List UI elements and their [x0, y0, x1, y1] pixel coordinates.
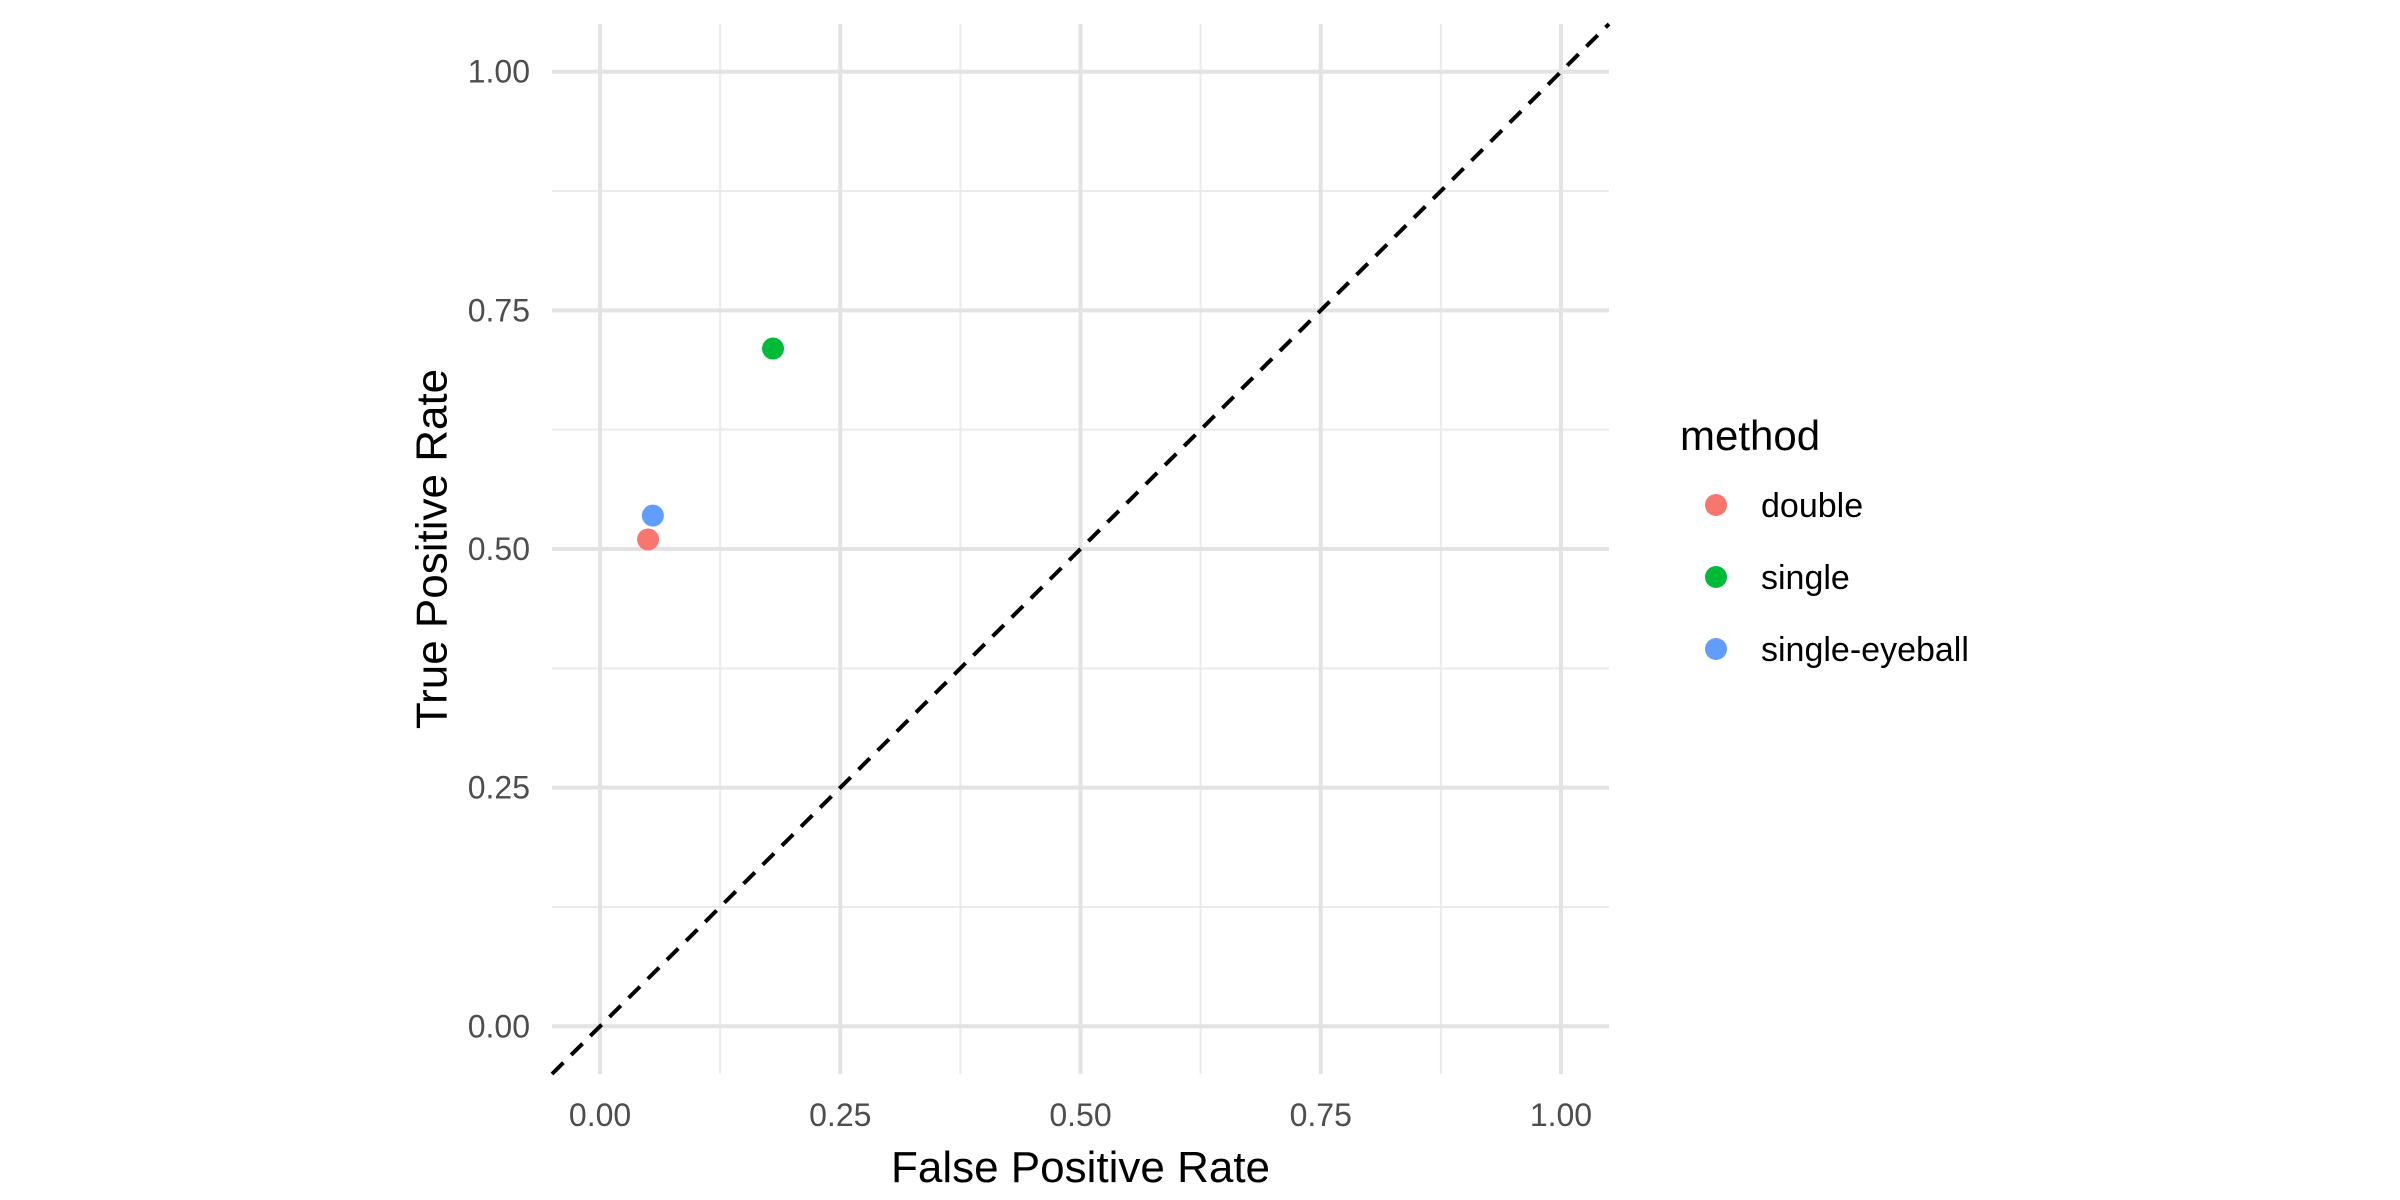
y-tick-label: 0.50: [468, 531, 530, 567]
x-tick-label: 0.00: [569, 1097, 631, 1133]
x-tick-label: 0.75: [1290, 1097, 1352, 1133]
x-tick-label: 0.25: [809, 1097, 871, 1133]
data-point-single: [762, 337, 785, 360]
legend-key-single-eyeball: [1705, 638, 1727, 660]
legend-items: double single single-eyeball: [1705, 487, 1969, 669]
legend-key-double: [1705, 494, 1727, 516]
data-point-double: [637, 528, 660, 551]
y-tick-label: 0.00: [468, 1008, 530, 1044]
y-tick-label: 0.25: [468, 770, 530, 806]
y-tick-label: 0.75: [468, 292, 530, 328]
y-axis-tick-labels: 0.00 0.25 0.50 0.75 1.00: [468, 54, 530, 1045]
x-axis-title: False Positive Rate: [891, 1143, 1270, 1192]
legend-title: method: [1680, 412, 1820, 459]
legend: method double single single-eyeball: [1680, 412, 1969, 669]
reference-diagonal-line: [550, 22, 1611, 1076]
legend-label-double: double: [1761, 487, 1863, 525]
x-axis-tick-labels: 0.00 0.25 0.50 0.75 1.00: [569, 1097, 1592, 1133]
y-axis-title: True Positive Rate: [408, 369, 457, 729]
y-tick-label: 1.00: [468, 54, 530, 90]
legend-label-single: single: [1761, 559, 1850, 597]
data-point-single-eyeball: [641, 504, 664, 527]
x-tick-label: 1.00: [1530, 1097, 1592, 1133]
data-points: [637, 337, 785, 551]
reference-diagonal-group: [550, 22, 1611, 1076]
legend-key-single: [1705, 566, 1727, 588]
legend-label-single-eyeball: single-eyeball: [1761, 631, 1969, 669]
x-tick-label: 0.50: [1049, 1097, 1111, 1133]
